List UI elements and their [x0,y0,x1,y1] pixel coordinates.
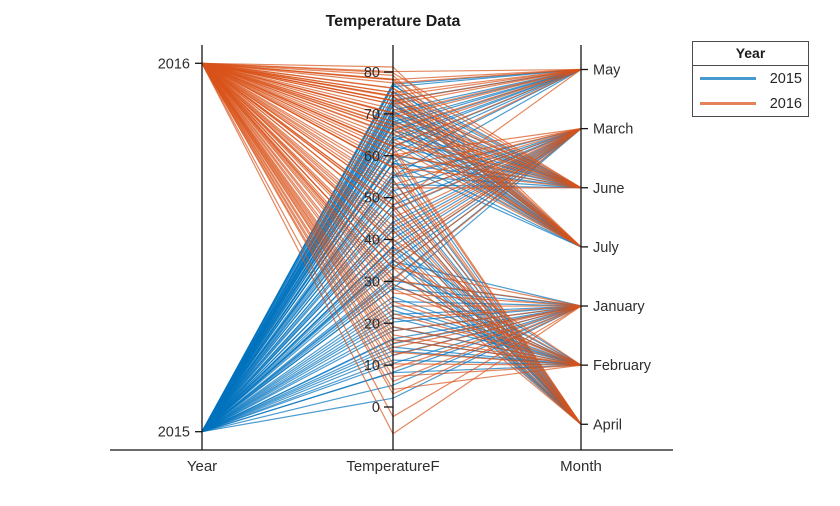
legend: Year 2015 2016 [692,41,809,117]
temperature-tick-label: 60 [364,149,380,165]
temperature-tick-label: 50 [364,191,380,207]
legend-entry-2016[interactable]: 2016 [693,91,808,116]
legend-entry-label: 2016 [769,95,802,112]
legend-entry-2015[interactable]: 2015 [693,66,808,91]
legend-entry-label: 2015 [769,70,802,87]
temperature-tick-label: 30 [364,274,380,290]
chart-title: Temperature Data [325,13,461,30]
month-tick-label: April [593,417,622,433]
year-tick-label: 2015 [158,425,190,441]
axis-label-year: Year [186,458,218,475]
temperature-tick-label: 10 [364,358,380,374]
legend-line-2016 [700,102,756,105]
temperature-tick-label: 70 [364,107,380,123]
month-tick-label: February [593,358,652,374]
month-tick-label: March [593,122,633,138]
legend-line-2015 [700,77,756,80]
month-tick-label: July [593,240,620,256]
year-tick-label: 2016 [158,56,190,72]
month-tick-label: May [593,63,621,79]
month-tick-label: January [593,299,645,315]
temperature-tick-label: 0 [372,400,380,416]
temperature-tick-label: 20 [364,316,380,332]
axis-label-temperaturef: TemperatureF [346,458,440,475]
legend-title: Year [693,42,808,66]
temperature-tick-label: 80 [364,65,380,81]
temperature-tick-label: 40 [364,233,380,249]
axis-label-month: Month [560,458,602,475]
month-tick-label: June [593,181,624,197]
